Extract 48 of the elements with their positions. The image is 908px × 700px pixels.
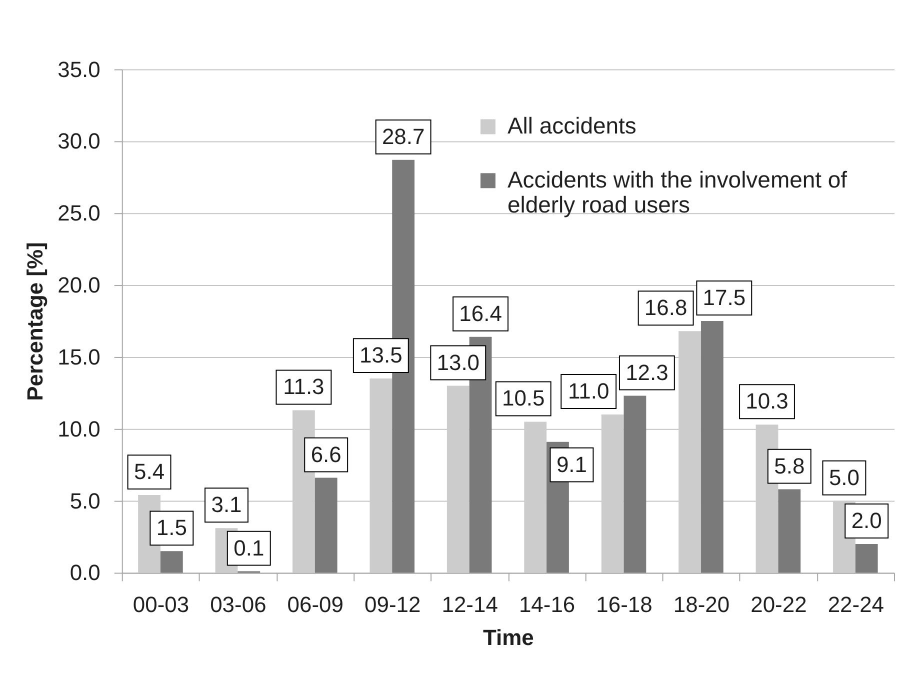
x-tick-label: 18-20: [673, 592, 730, 618]
y-tick-label: 20.0: [58, 272, 100, 298]
data-label: 6.6: [310, 442, 342, 467]
bar: [624, 396, 646, 573]
data-label: 11.3: [283, 374, 324, 400]
data-label: 2.0: [851, 508, 882, 533]
y-tick-label: 15.0: [58, 344, 100, 370]
y-tick-label: 10.0: [58, 416, 100, 442]
bar: [314, 478, 338, 573]
data-label: 11.0: [568, 378, 610, 404]
x-tick-label: 16-18: [596, 592, 652, 618]
data-label: 10.3: [746, 388, 788, 414]
y-tick-label: 0.0: [70, 560, 100, 586]
data-label: 16.4: [459, 300, 502, 326]
data-label: 9.1: [556, 452, 588, 477]
legend-label: All accidents: [507, 112, 636, 139]
data-label: 5.8: [774, 453, 805, 478]
data-label: 16.8: [644, 295, 688, 320]
data-label: 0.1: [234, 535, 264, 560]
data-label: 17.5: [702, 285, 746, 310]
legend-label: Accidents with the involvement of elderly road users: [507, 166, 848, 218]
data-label: 5.0: [828, 464, 860, 490]
bar: [160, 551, 183, 573]
y-tick-label: 30.0: [58, 128, 100, 154]
x-tick-label: 20-22: [750, 592, 807, 618]
data-label: 1.5: [156, 515, 187, 540]
x-tick-label: 00-03: [132, 592, 190, 618]
data-label: 3.1: [211, 492, 242, 518]
data-label: 10.5: [502, 386, 545, 411]
bar: [855, 544, 878, 573]
data-label: 12.3: [626, 360, 668, 385]
data-label: 5.4: [134, 459, 165, 484]
x-tick-label: 06-09: [287, 592, 344, 618]
y-tick-label: 35.0: [58, 56, 100, 82]
data-label: 13.0: [436, 350, 480, 375]
x-tick-label: 14-16: [518, 592, 576, 618]
data-label: 28.7: [382, 124, 425, 149]
y-tick-label: 5.0: [70, 488, 100, 514]
y-axis-title: Percentage [%]: [22, 242, 48, 401]
bar: [700, 321, 724, 573]
x-tick-label: 09-12: [364, 592, 421, 618]
data-label: 13.5: [360, 342, 402, 368]
x-tick-label: 12-14: [442, 592, 498, 618]
x-tick-label: 03-06: [210, 592, 266, 618]
x-tick-label: 22-24: [828, 592, 884, 618]
y-tick-label: 25.0: [58, 200, 100, 226]
bar: [778, 489, 801, 573]
x-axis-title: Time: [482, 625, 534, 650]
